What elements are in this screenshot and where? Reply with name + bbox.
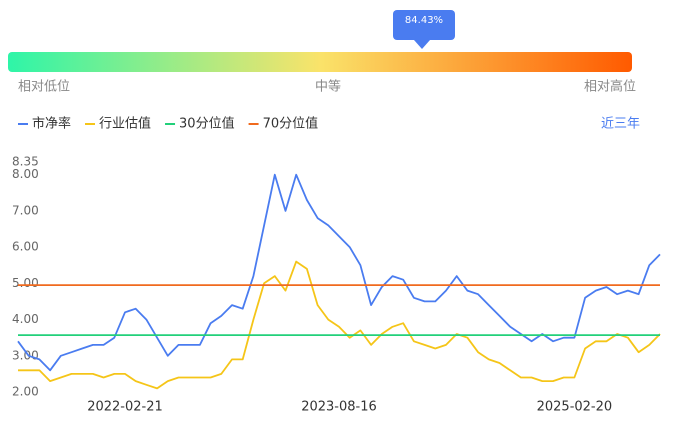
range-button[interactable]: 近三年 [601,117,640,132]
y-tick-label: 8.00 [12,167,39,181]
x-tick-label: 2025-02-20 [537,400,613,415]
series-line [17,173,661,372]
legend-label: 行业估值 [99,116,151,132]
tooltip-text: 84.43% [405,15,443,26]
y-tick-label: 8.35 [12,155,39,169]
gauge-high: 相对高位 [584,79,636,95]
y-tick-label: 3.00 [12,348,39,362]
tooltip [393,10,455,40]
legend-label: 70分位值 [263,116,319,132]
y-tick-label: 7.00 [12,203,39,217]
y-tick-label: 6.00 [12,240,39,254]
tooltip-pointer [414,40,430,49]
gauge-mid: 中等 [315,79,341,95]
y-tick-label: 5.00 [12,276,39,290]
x-tick-label: 2022-02-21 [87,400,163,415]
y-tick-label: 2.00 [12,385,39,399]
x-tick-label: 2023-08-16 [301,400,377,415]
series-line [18,260,661,390]
legend-label: 30分位值 [179,116,235,132]
legend-label: 市净率 [32,116,71,132]
gauge-low: 相对低位 [18,80,70,95]
gauge-bar [8,52,632,72]
y-tick-label: 4.00 [12,312,39,326]
